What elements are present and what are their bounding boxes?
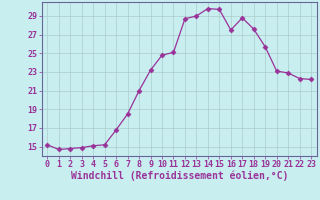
- X-axis label: Windchill (Refroidissement éolien,°C): Windchill (Refroidissement éolien,°C): [70, 171, 288, 181]
